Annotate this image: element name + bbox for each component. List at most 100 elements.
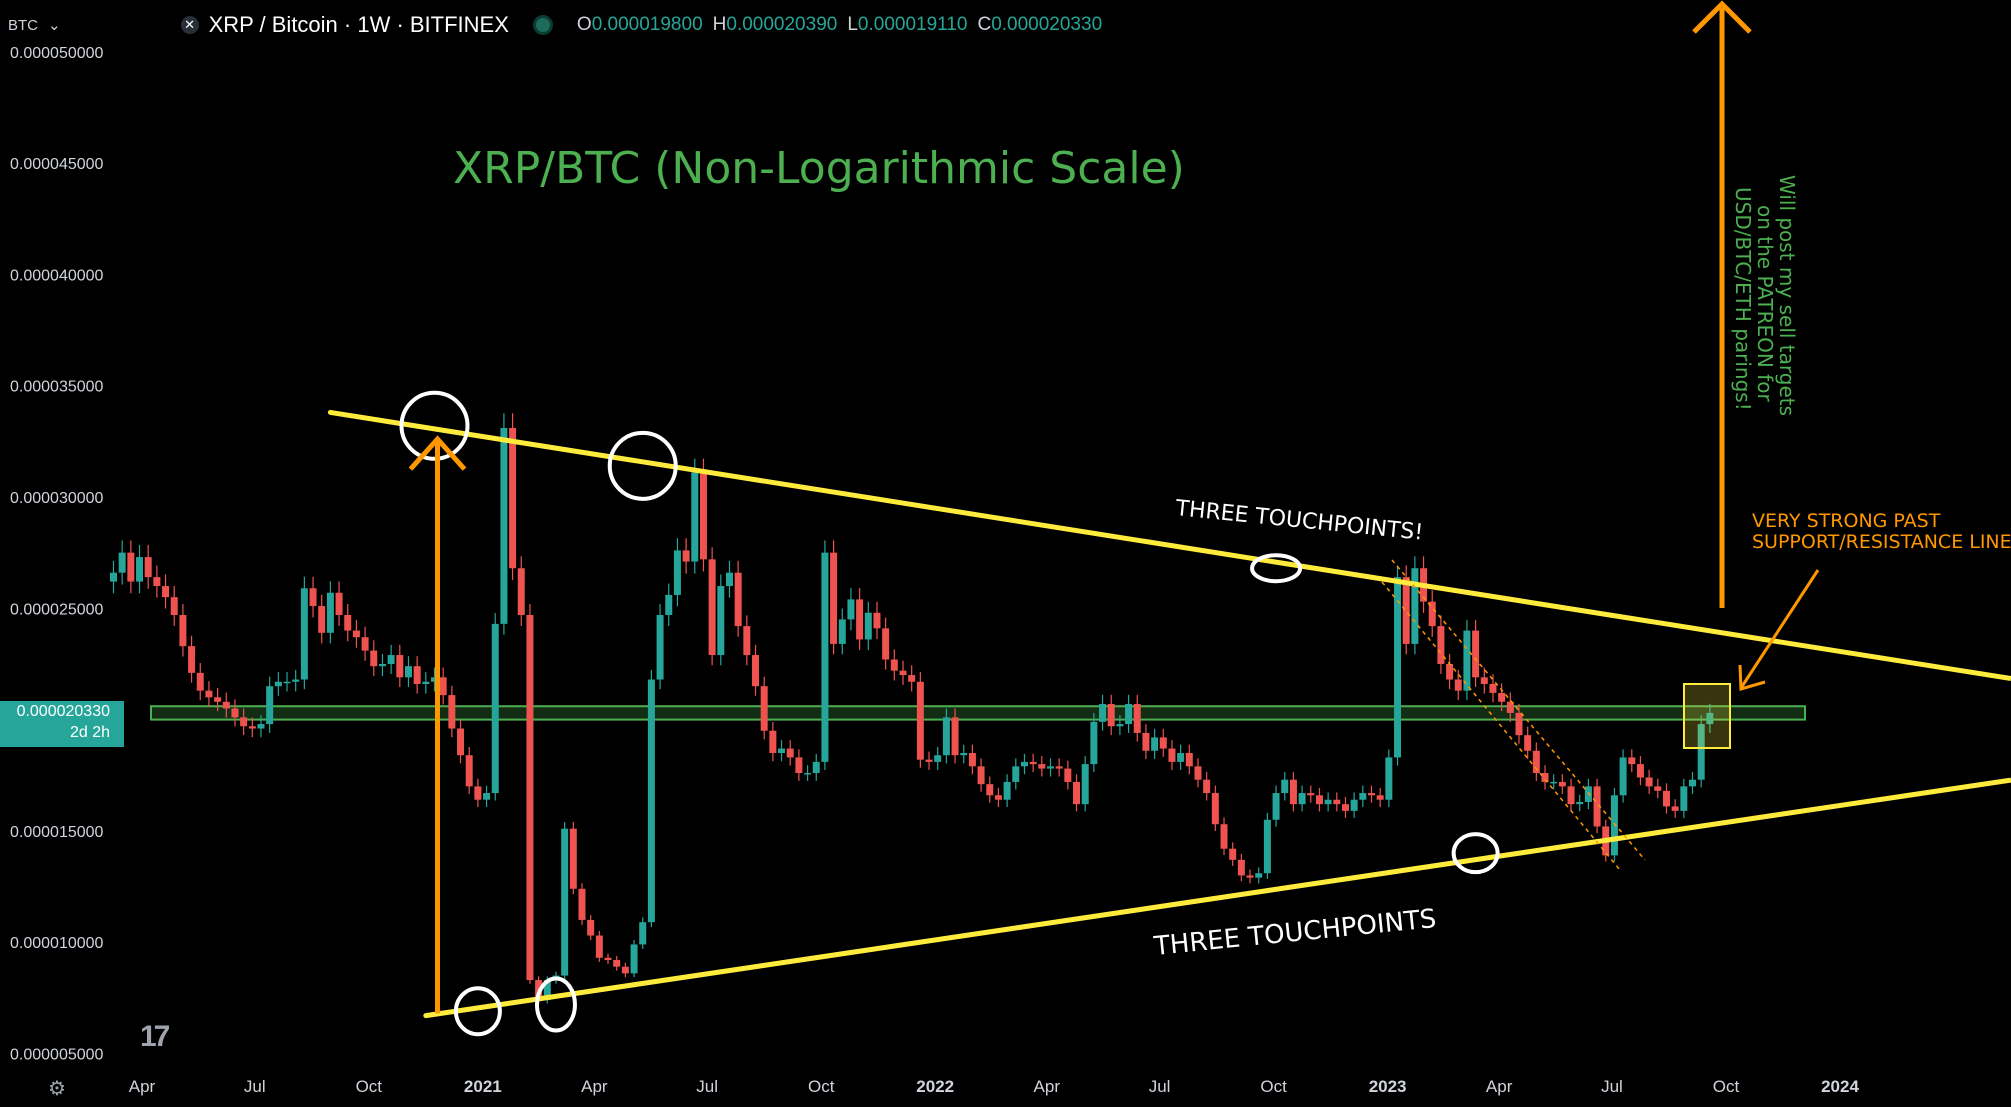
candle-body — [925, 759, 933, 762]
candle-body — [864, 612, 872, 640]
pointer-arrow-shaft — [1739, 569, 1820, 689]
candle-body — [257, 724, 265, 729]
candle-body — [1472, 630, 1480, 678]
candle-body — [1237, 859, 1245, 876]
candle-body — [639, 922, 647, 945]
candle-body — [240, 717, 248, 727]
candle-body — [1099, 704, 1107, 722]
candle-body — [795, 757, 803, 774]
candle-body — [335, 592, 343, 615]
candle-body — [1619, 757, 1627, 796]
close-icon[interactable]: ✕ — [180, 16, 199, 34]
candle-body — [326, 592, 334, 633]
candle-body — [621, 966, 629, 974]
candle-body — [136, 557, 144, 582]
candle-body — [1133, 704, 1141, 733]
candle-body — [196, 672, 204, 691]
candle-body — [222, 701, 230, 709]
candle-body — [1506, 701, 1514, 713]
patreon-line-2: on the PATREON for — [1753, 205, 1777, 402]
candle-body — [734, 572, 742, 627]
ohlc-open: O0.000019800 — [576, 14, 703, 35]
candle-body — [1081, 764, 1089, 805]
candle-body — [873, 612, 881, 629]
pointer-arrow-head — [1738, 664, 1766, 691]
candle-body — [1055, 766, 1063, 769]
candle-body — [934, 755, 942, 762]
candle-body — [986, 784, 994, 796]
touchpoint-circle — [399, 390, 470, 461]
candle-body — [127, 552, 135, 582]
y-tick-label: 0.000005000 — [10, 1047, 104, 1064]
candle-body — [144, 557, 152, 578]
candle-body — [838, 619, 846, 644]
y-tick-label: 0.000010000 — [10, 935, 104, 952]
candle-body — [179, 614, 187, 647]
candle-body — [1090, 721, 1098, 765]
current-price-box — [1683, 683, 1731, 749]
candle-body — [352, 630, 360, 638]
settings-icon[interactable]: ⚙ — [48, 1078, 66, 1100]
candle-body — [899, 670, 907, 676]
bar-countdown: 2d 2h — [69, 724, 110, 741]
y-tick-label: 0.000030000 — [10, 490, 104, 507]
candle-body — [1177, 752, 1185, 762]
trendline-upper — [327, 409, 1852, 656]
x-tick-label: Oct — [356, 1077, 383, 1096]
chevron-down-icon[interactable]: ⌄ — [48, 17, 61, 34]
x-tick-label: 2024 — [1821, 1077, 1859, 1096]
candle-body — [1315, 795, 1323, 805]
candle-body — [1003, 781, 1011, 800]
symbol-title[interactable]: XRP / Bitcoin · 1W · BITFINEX — [208, 12, 509, 37]
candle-body — [1272, 793, 1280, 820]
candle-body — [509, 427, 517, 569]
last-price-value: 0.000020330 — [16, 703, 110, 720]
candle-body — [153, 577, 161, 587]
candle-body — [1046, 766, 1054, 769]
candle-body — [665, 594, 673, 615]
candle-body — [1463, 630, 1471, 691]
drawing-overlays — [327, 0, 2011, 1037]
x-tick-label: Apr — [581, 1077, 608, 1096]
tradingview-logo[interactable]: 17 — [140, 1020, 170, 1053]
candle-body — [1532, 750, 1540, 774]
candle-body — [1220, 824, 1228, 849]
candle-body — [1298, 793, 1306, 805]
candlesticks — [109, 413, 1714, 1004]
y-axis: 0.000005000 0.000010000 0.000015000 0.00002… — [10, 45, 104, 1064]
candle-body — [682, 550, 690, 562]
candle-body — [1706, 712, 1714, 725]
candle-body — [1576, 801, 1584, 805]
candle-body — [448, 695, 456, 729]
x-tick-label: Jul — [696, 1077, 718, 1096]
candle-body — [786, 748, 794, 758]
candle-body — [344, 614, 352, 631]
candle-body — [387, 655, 395, 664]
candle-body — [483, 793, 491, 800]
x-tick-label: Oct — [1713, 1077, 1740, 1096]
candle-body — [266, 686, 274, 725]
candle-body — [882, 628, 890, 660]
channel-line — [1381, 581, 1621, 871]
candle-body — [960, 752, 968, 756]
candle-body — [1584, 786, 1592, 802]
move-arrow-head — [408, 435, 467, 471]
candle-body — [847, 599, 855, 620]
candle-body — [968, 752, 976, 767]
y-tick-label: 0.000040000 — [10, 267, 104, 284]
candle-body — [361, 637, 369, 651]
y-tick-label: 0.000015000 — [10, 824, 104, 841]
candle-body — [1029, 761, 1037, 765]
ohlc-high: H0.000020390 — [712, 14, 838, 35]
candle-body — [431, 677, 439, 682]
candle-body — [1645, 777, 1653, 787]
patreon-line-3: USD/BTC/ETH parings! — [1731, 187, 1755, 411]
candle-body — [1324, 799, 1332, 805]
candle-body — [752, 655, 760, 687]
support-resistance-zone — [150, 705, 1806, 721]
candle-body — [587, 919, 595, 936]
candle-body — [804, 773, 812, 775]
unit-selector[interactable]: BTC — [8, 16, 38, 34]
x-tick-label: Jul — [1149, 1077, 1171, 1096]
